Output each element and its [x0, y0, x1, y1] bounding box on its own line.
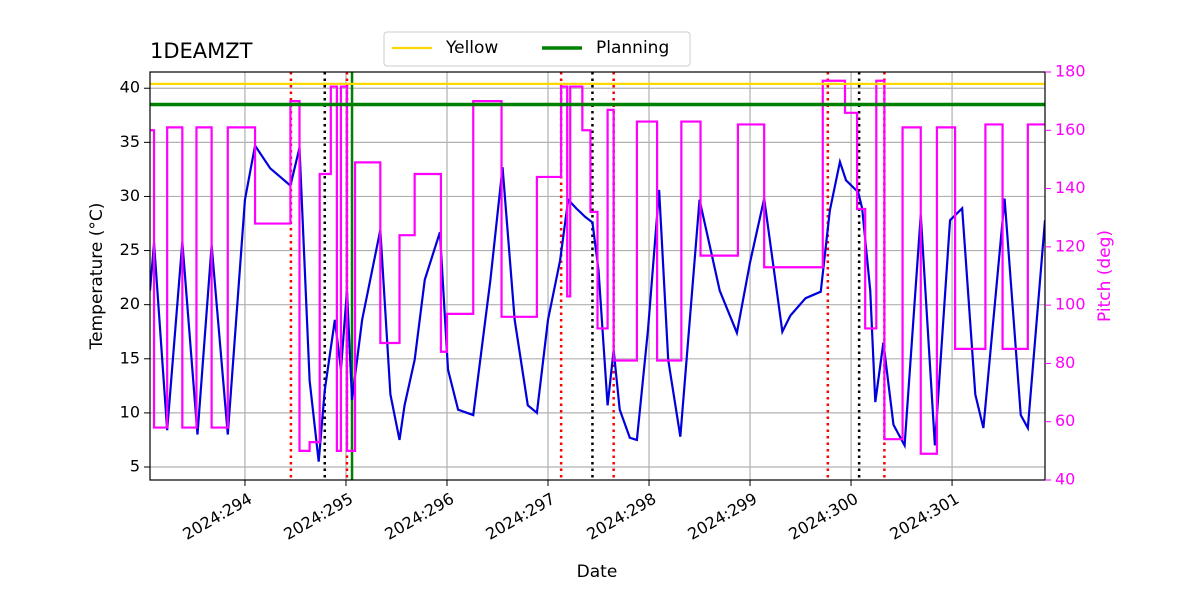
series-line: [150, 142, 1045, 462]
y-tick-label: 10: [120, 402, 140, 421]
legend-label: Yellow: [445, 38, 498, 58]
x-axis-label: Date: [577, 562, 618, 582]
y-tick-label: 30: [120, 186, 140, 205]
y-tick-label: 25: [120, 240, 140, 259]
chart-title: 1DEAMZT: [150, 39, 253, 63]
y2-axis-label: Pitch (deg): [1095, 230, 1115, 322]
y-axis-label: Temperature (°C): [87, 203, 107, 351]
series-line: [150, 79, 1045, 455]
legend: Yellow Planning: [383, 31, 691, 67]
y-tick-label: 20: [120, 294, 140, 313]
y2-tick-label: 160: [1055, 120, 1086, 139]
y-tick-label: 35: [120, 132, 140, 151]
y2-tick-label: 80: [1055, 353, 1075, 372]
y2-tick-label: 60: [1055, 411, 1075, 430]
plot-frame: [149, 71, 1046, 481]
y-tick-label: 15: [120, 348, 140, 367]
legend-label: Planning: [596, 38, 669, 58]
y2-tick-label: 180: [1055, 62, 1086, 81]
y-tick-label: 5: [130, 457, 140, 476]
legend-box: [383, 31, 691, 67]
y2-tick-label: 40: [1055, 470, 1075, 489]
grid: [150, 72, 1045, 480]
y2-tick-label: 100: [1055, 295, 1086, 314]
y2-tick-label: 120: [1055, 236, 1086, 255]
y2-tick-label: 140: [1055, 178, 1086, 197]
y-tick-label: 40: [120, 78, 140, 97]
plot-area: [150, 72, 1045, 480]
